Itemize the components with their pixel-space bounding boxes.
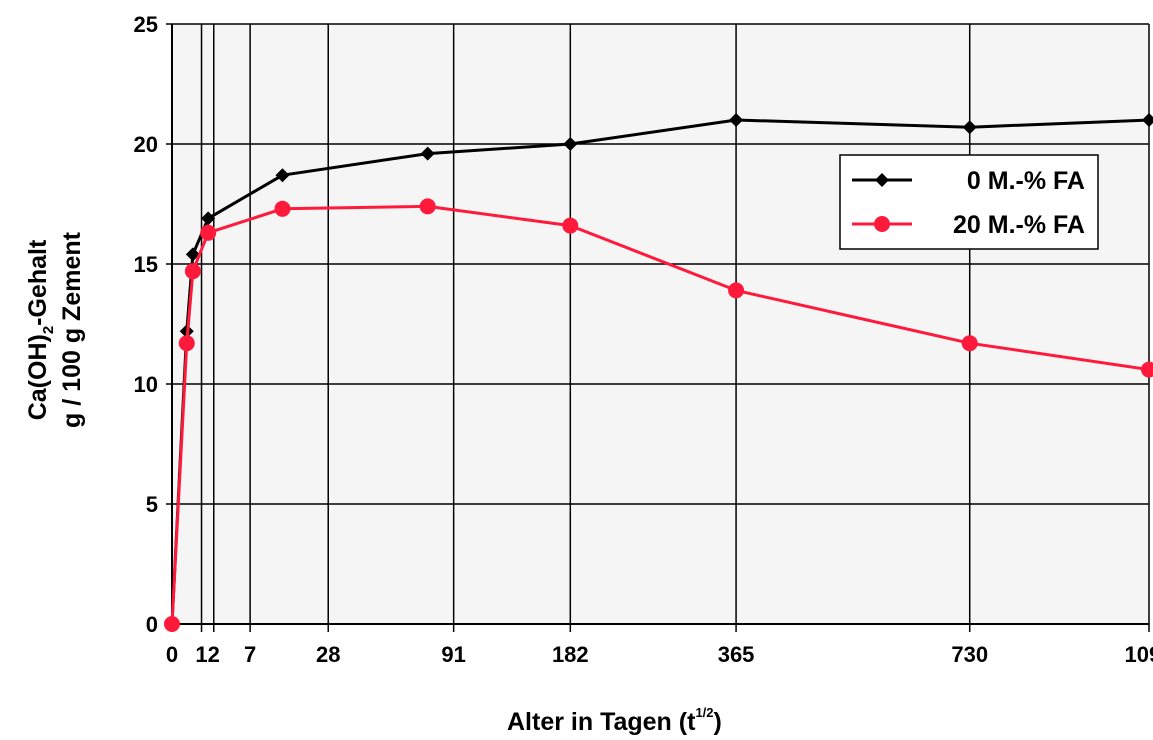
x-tick-label: 7 — [244, 642, 256, 667]
x-tick-label: 730 — [951, 642, 988, 667]
series-0-point — [420, 146, 435, 161]
series-0-point — [275, 168, 290, 183]
x-axis-title-end: ) — [714, 708, 722, 736]
y-tick-label: 0 — [146, 612, 158, 637]
x-tick-label: 28 — [316, 642, 340, 667]
legend-label-1: 20 M.-% FA — [953, 211, 1085, 239]
legend-box — [839, 154, 1099, 250]
legend-marker-0 — [875, 173, 889, 187]
series-1-point — [184, 263, 201, 280]
x-axis-title-main: Alter in Tagen (t — [507, 708, 696, 736]
y-axis-title-line1-sub: 2 — [40, 326, 57, 334]
y-axis-title-line1-a: Ca(OH) — [24, 334, 52, 420]
legend-marker-1 — [874, 216, 890, 232]
series-1-point — [419, 198, 436, 215]
y-axis-title-line2: g / 100 g Zement — [58, 231, 86, 428]
x-axis-title: Alter in Tagen (t1/2) — [507, 705, 722, 736]
legend-label-0: 0 M.-% FA — [967, 167, 1085, 195]
plot-area — [172, 24, 1149, 624]
x-tick-label: 1 — [195, 642, 207, 667]
y-tick-label: 5 — [146, 492, 158, 517]
y-tick-label: 20 — [134, 132, 158, 157]
series-0-point — [563, 137, 578, 151]
series-line-1 — [170, 204, 1150, 625]
x-tick-label: 0 — [166, 642, 178, 667]
y-tick-label: 10 — [134, 372, 158, 397]
series-1-point — [728, 282, 745, 299]
series-1-point — [200, 224, 217, 241]
series-0-point — [1142, 113, 1153, 127]
y-axis-title: Ca(OH)2-Gehalt g / 100 g Zement — [24, 231, 86, 428]
series-1-point — [274, 200, 291, 217]
series-lines — [164, 113, 1153, 632]
x-axis-title-sup: 1/2 — [695, 705, 713, 720]
series-1-point — [562, 217, 579, 234]
x-tick-label: 182 — [552, 642, 589, 667]
series-0-point — [201, 211, 216, 226]
y-tick-labels: 0 5 10 15 20 25 — [134, 12, 158, 637]
series-1-point — [164, 616, 180, 632]
x-tick-label: 2 — [208, 642, 220, 667]
series-0-point — [729, 113, 744, 127]
legend: 0 M.-% FA 20 M.-% FA — [839, 154, 1099, 250]
x-tick-label: 1095 — [1125, 642, 1153, 667]
series-1-point — [178, 335, 195, 352]
y-tick-label: 25 — [134, 12, 158, 37]
y-axis-title-line1-b: -Gehalt — [24, 239, 52, 326]
x-tick-label: 365 — [718, 642, 755, 667]
series-1-point — [961, 335, 978, 352]
series-0-point — [185, 247, 200, 262]
axes — [166, 23, 1150, 632]
y-tick-label: 15 — [134, 252, 158, 277]
x-tick-label: 91 — [441, 642, 465, 667]
svg-text:Ca(OH)2-Gehalt: Ca(OH)2-Gehalt — [24, 239, 57, 420]
svg-text:Alter in Tagen (t1/2): Alter in Tagen (t1/2) — [507, 705, 722, 736]
series-0-point — [962, 120, 977, 135]
series-1-point — [1141, 361, 1153, 378]
